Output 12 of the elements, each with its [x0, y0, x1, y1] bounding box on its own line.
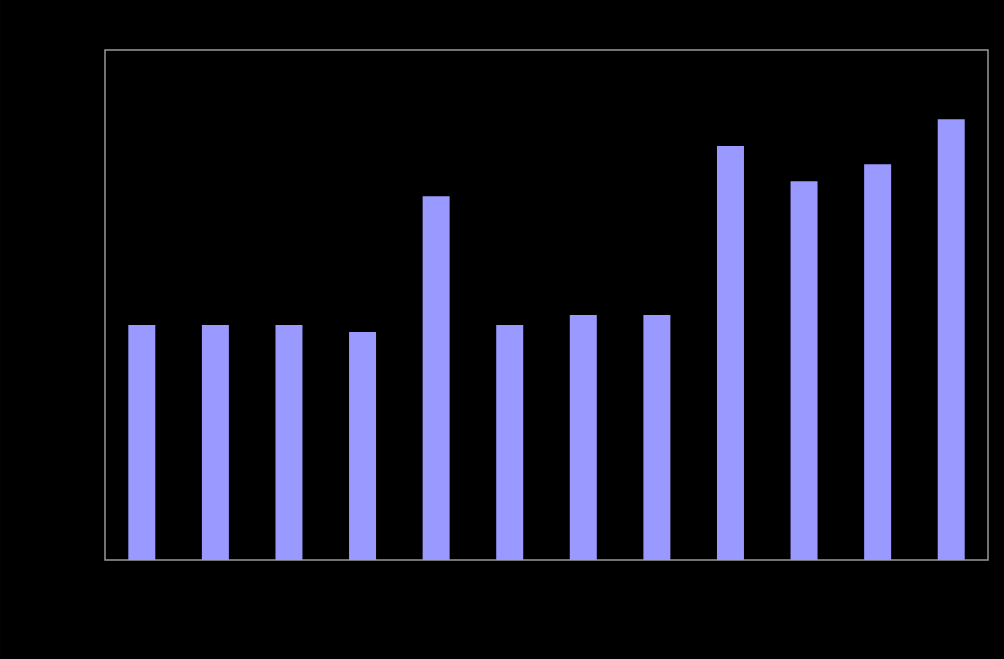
bar: [422, 196, 450, 560]
bar: [569, 314, 597, 560]
bar: [128, 325, 156, 560]
bar: [937, 119, 965, 560]
bar: [275, 325, 303, 560]
bar: [643, 314, 671, 560]
bar: [864, 164, 892, 560]
bar: [790, 181, 818, 560]
bar: [496, 325, 524, 560]
bar: [349, 332, 377, 560]
bar: [716, 146, 744, 560]
bar: [201, 325, 229, 560]
